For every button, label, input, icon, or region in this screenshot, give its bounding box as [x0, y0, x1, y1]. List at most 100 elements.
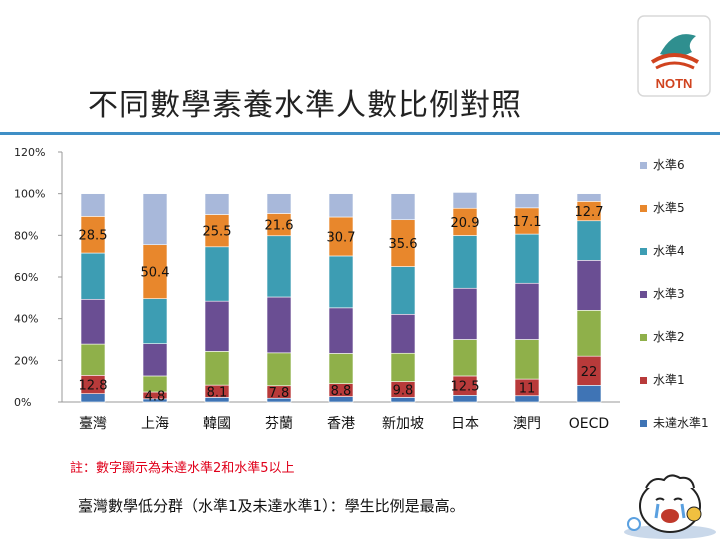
y-tick-label: 20%	[14, 354, 38, 367]
data-label-high: 25.5	[203, 225, 232, 240]
data-label-high: 21.6	[265, 219, 294, 234]
data-label-high: 28.5	[79, 229, 108, 244]
bar-segment	[328, 216, 354, 257]
bar-segment	[390, 313, 416, 354]
bar-segment	[452, 192, 478, 209]
bar-segment	[80, 298, 106, 345]
bar-segment	[266, 235, 292, 298]
chart-note: 註：數字顯示為未達水準2和水準5以上	[70, 461, 295, 476]
bar-segment	[266, 352, 292, 387]
bar-segment	[142, 244, 168, 299]
x-category-label: 芬蘭	[265, 416, 293, 432]
bar-segment	[204, 351, 230, 386]
y-tick-label: 80%	[14, 229, 38, 242]
bar-segment	[514, 395, 540, 403]
bar-segment	[390, 266, 416, 315]
bar-segment	[390, 352, 416, 382]
bar-segment	[576, 260, 602, 311]
bar-segment	[576, 220, 602, 261]
legend-swatch	[640, 420, 647, 427]
data-label-low: 8.8	[331, 384, 352, 399]
bar-segment	[328, 193, 354, 218]
legend-label: 水準4	[653, 244, 685, 258]
bar-segment	[142, 343, 168, 377]
bar-segment	[204, 193, 230, 215]
bar-segment	[328, 307, 354, 354]
y-tick-label: 40%	[14, 313, 38, 326]
data-label-low: 7.8	[269, 386, 290, 401]
bar-segment	[390, 193, 416, 221]
bar-segment	[328, 353, 354, 384]
y-tick-label: 60%	[14, 271, 38, 284]
bar-segment	[266, 193, 292, 214]
crying-mascot-image	[624, 474, 716, 539]
bar-segment	[80, 252, 106, 300]
bar-segment	[514, 233, 540, 284]
bar-segment	[576, 355, 602, 386]
data-label-high: 50.4	[141, 266, 170, 281]
summary-text: 臺灣數學低分群（水準1及未達水準1）：學生比例是最高。	[78, 497, 465, 515]
x-category-label: 韓國	[203, 416, 231, 432]
bar-segment	[204, 214, 230, 248]
data-label-low: 11	[519, 381, 536, 396]
legend-swatch	[640, 248, 647, 255]
bar-segment	[514, 282, 540, 340]
bar-segment	[452, 395, 478, 403]
data-label-low: 9.8	[393, 384, 414, 399]
data-label-low: 12.5	[451, 380, 480, 395]
y-tick-label: 0%	[14, 396, 31, 409]
page-title: 不同數學素養水準人數比例對照	[88, 88, 522, 123]
bar-segment	[576, 310, 602, 357]
bar-segment	[80, 343, 106, 376]
legend-label: 水準1	[653, 373, 685, 387]
bar-segment	[80, 193, 106, 217]
x-category-label: 臺灣	[79, 416, 107, 432]
data-label-low: 4.8	[145, 389, 166, 404]
title-divider	[0, 132, 720, 135]
data-label-high: 20.9	[451, 216, 480, 231]
x-category-label: 香港	[327, 416, 355, 432]
bar-segment	[514, 339, 540, 380]
logo-text: NOTN	[656, 76, 693, 91]
data-label-high: 35.6	[389, 237, 418, 252]
y-tick-label: 120%	[14, 146, 45, 159]
legend-label: 未達水準1	[653, 416, 709, 430]
bar-segment	[576, 193, 602, 202]
legend-label: 水準5	[653, 201, 685, 215]
legend-swatch	[640, 205, 647, 212]
legend-label: 水準2	[653, 330, 685, 344]
data-label-high: 17.1	[513, 215, 542, 230]
x-category-label: OECD	[569, 416, 609, 432]
bar-segment	[80, 393, 106, 403]
bar-segment	[514, 193, 540, 209]
data-label-low: 8.1	[207, 385, 228, 400]
x-category-label: 日本	[451, 416, 479, 432]
data-label-high: 12.7	[575, 205, 604, 220]
bar-segment	[328, 255, 354, 309]
y-tick-label: 100%	[14, 188, 45, 201]
legend-swatch	[640, 162, 647, 169]
data-label-high: 30.7	[327, 230, 356, 245]
legend-label: 水準3	[653, 287, 685, 301]
bar-segment	[266, 296, 292, 354]
bar-segment	[80, 216, 106, 254]
bar-segment	[204, 300, 230, 352]
legend-label: 水準6	[653, 158, 685, 172]
data-label-low: 12.8	[79, 379, 108, 394]
bar-segment	[204, 246, 230, 302]
stacked-bar-chart: 0% 20% 40% 60% 80% 100% 120% 12.8 28.5 臺灣 4.8 50.4 上…	[14, 146, 620, 432]
bar-segment	[452, 207, 478, 236]
bar-segment	[452, 287, 478, 340]
x-category-label: 上海	[141, 416, 169, 432]
data-label-low: 22	[581, 365, 598, 380]
x-category-label: 新加坡	[382, 416, 424, 432]
bar-segment	[576, 385, 602, 403]
bar-segment	[452, 339, 478, 377]
x-category-label: 澳門	[513, 416, 541, 432]
legend-swatch	[640, 291, 647, 298]
bar-segment	[142, 193, 168, 246]
bar-segment	[142, 298, 168, 344]
notn-logo: NOTN	[637, 15, 711, 97]
legend-swatch	[640, 377, 647, 384]
bar-segment	[514, 207, 540, 235]
